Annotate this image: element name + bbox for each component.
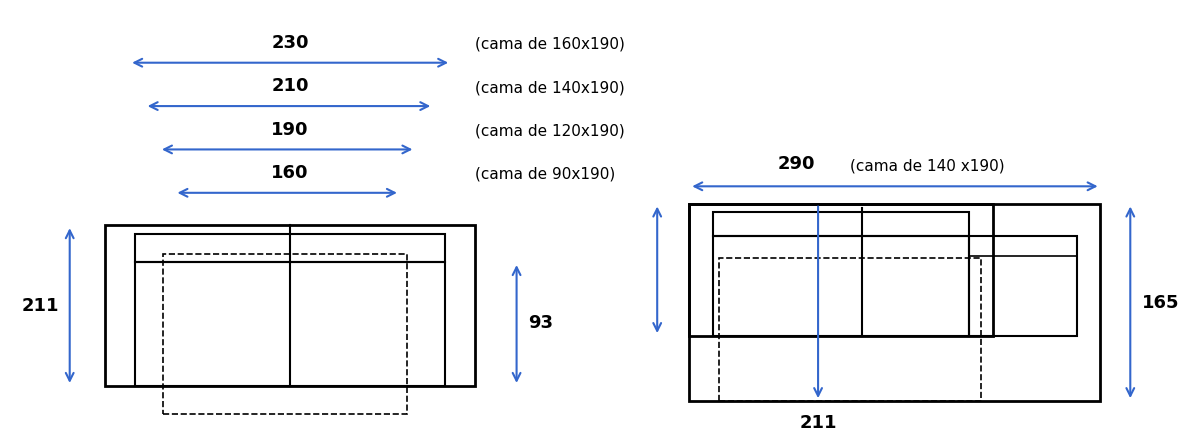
Text: 230: 230 [271,34,308,52]
Bar [136,234,445,262]
Bar [163,254,407,414]
Text: 160: 160 [271,164,308,182]
Text: 190: 190 [271,121,308,139]
Text: (cama de 90x190): (cama de 90x190) [475,167,616,182]
Text: 210: 210 [271,77,308,95]
Bar [970,236,1076,336]
Text: (cama de 140x190): (cama de 140x190) [475,80,625,95]
Text: 93: 93 [528,314,553,332]
Text: 211: 211 [799,414,836,432]
Text: 165: 165 [1142,293,1180,312]
Bar [689,204,1100,401]
Text: 211: 211 [22,297,59,315]
Bar [106,225,475,386]
Bar [689,204,994,336]
Text: (cama de 160x190): (cama de 160x190) [475,37,625,52]
Text: (cama de 120x190): (cama de 120x190) [475,124,625,139]
Bar [713,212,970,236]
Text: (cama de 140 x190): (cama de 140 x190) [851,158,1004,173]
Bar [136,262,445,386]
Bar [719,258,982,401]
Bar [713,236,970,336]
Text: 290: 290 [778,155,815,173]
